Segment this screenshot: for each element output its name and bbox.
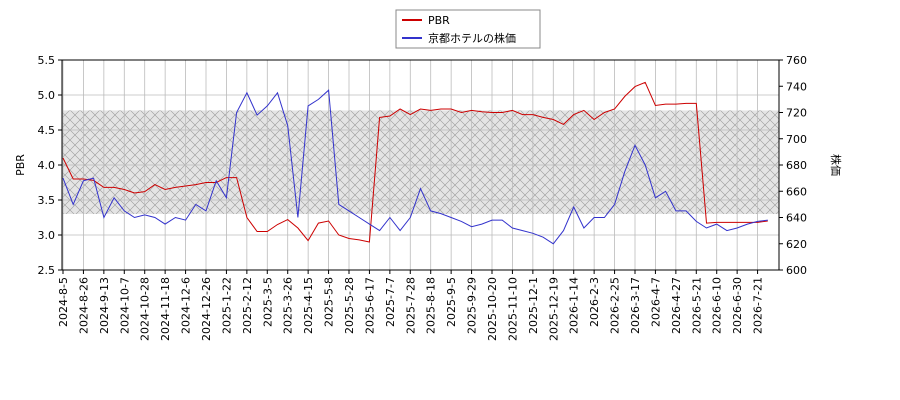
y-tick-label: 3.0: [38, 229, 56, 242]
x-tick-label: 2026-6-10: [711, 277, 724, 334]
y2-tick-label: 720: [786, 107, 807, 120]
x-tick-label: 2025-1-22: [220, 277, 233, 334]
y-tick-label: 3.5: [38, 194, 56, 207]
x-tick-label: 2024-12-26: [200, 277, 213, 341]
x-tick-label: 2024-9-13: [98, 277, 111, 334]
x-tick-label: 2024-10-7: [118, 277, 131, 334]
x-tick-label: 2025-2-12: [241, 277, 254, 334]
legend: PBR 京都ホテルの株価: [395, 9, 541, 49]
y2-tick-label: 700: [786, 133, 807, 146]
x-tick-label: 2024-10-28: [139, 277, 152, 341]
x-tick-label: 2025-7-28: [404, 277, 417, 334]
x-tick-label: 2026-7-21: [752, 277, 765, 334]
legend-box: [395, 9, 541, 49]
x-tick-label: 2026-4-7: [649, 277, 662, 327]
x-tick-label: 2025-8-18: [425, 277, 438, 334]
y2-axis-label: 株価: [829, 154, 843, 176]
y-tick-label: 4.5: [38, 124, 56, 137]
x-tick-label: 2025-12-19: [547, 277, 560, 341]
x-tick-label: 2026-4-27: [670, 277, 683, 334]
y2-tick-label: 600: [786, 264, 807, 277]
series-line: [62, 89, 768, 245]
x-tick-label: 2024-11-18: [159, 277, 172, 341]
y-axis-label: PBR: [14, 154, 27, 176]
y2-tick-label: 740: [786, 80, 807, 93]
y-tick-label: 5.5: [38, 54, 56, 67]
x-tick-label: 2025-3-26: [282, 277, 295, 334]
x-tick-label: 2024-8-5: [57, 277, 70, 327]
x-tick-label: 2025-5-28: [343, 277, 356, 334]
y-tick-label: 5.0: [38, 89, 56, 102]
x-tick-label: 2024-12-6: [180, 277, 193, 334]
y2-tick-label: 760: [786, 54, 807, 67]
x-tick-label: 2025-6-17: [363, 277, 376, 334]
x-tick-label: 2025-7-7: [384, 277, 397, 327]
x-tick-label: 2026-1-14: [568, 277, 581, 334]
x-tick-label: 2025-4-15: [302, 277, 315, 334]
x-tick-label: 2026-2-25: [609, 277, 622, 334]
x-tick-label: 2025-9-29: [466, 277, 479, 334]
y2-tick-label: 620: [786, 238, 807, 251]
y2-tick-label: 680: [786, 159, 807, 172]
x-tick-label: 2026-3-17: [629, 277, 642, 334]
x-tick-label: 2026-6-30: [731, 277, 744, 334]
range-band: [62, 110, 779, 214]
x-tick-label: 2025-5-8: [323, 277, 336, 327]
x-tick-label: 2026-2-3: [588, 277, 601, 327]
x-tick-label: 2026-5-21: [690, 277, 703, 334]
x-tick-label: 2025-3-5: [261, 277, 274, 327]
x-tick-label: 2025-10-20: [486, 277, 499, 341]
plot-frame: [61, 59, 780, 271]
y2-tick-label: 660: [786, 185, 807, 198]
y-tick-label: 4.0: [38, 159, 56, 172]
legend-label: PBR: [428, 14, 450, 27]
series-line: [62, 81, 768, 243]
y2-tick-label: 640: [786, 212, 807, 225]
legend-label: 京都ホテルの株価: [428, 31, 516, 45]
y-tick-label: 2.5: [38, 264, 56, 277]
x-tick-label: 2024-8-26: [77, 277, 90, 334]
x-tick-label: 2025-9-5: [445, 277, 458, 327]
x-tick-label: 2025-12-1: [527, 277, 540, 334]
x-tick-label: 2025-11-10: [506, 277, 519, 341]
